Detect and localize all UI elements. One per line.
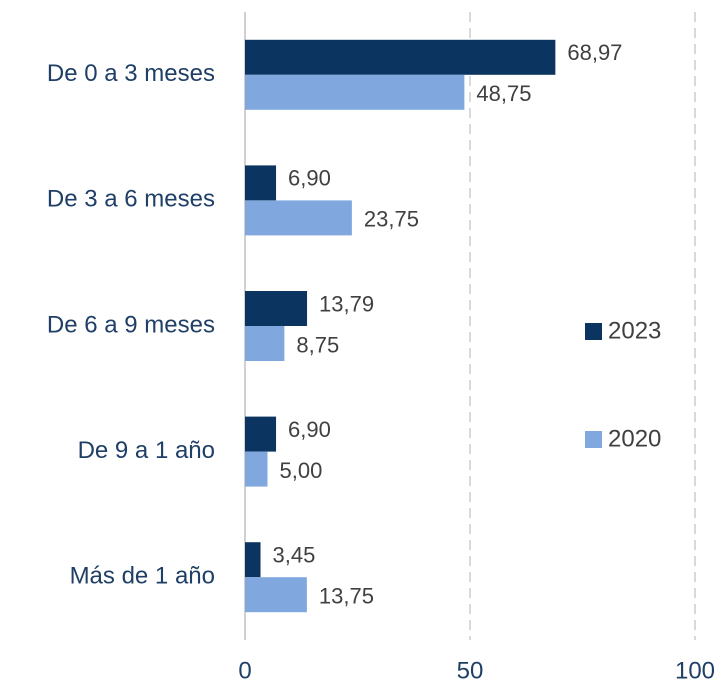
x-tick-label: 100 <box>675 657 715 684</box>
bar <box>245 451 268 487</box>
value-label: 6,90 <box>288 417 331 442</box>
legend-swatch <box>585 323 602 340</box>
value-label: 3,45 <box>273 543 316 568</box>
bar <box>245 542 261 578</box>
x-tick-label: 0 <box>238 657 251 684</box>
legend-label: 2020 <box>608 425 661 452</box>
bar <box>245 291 308 326</box>
y-tick-label: De 3 a 6 meses <box>47 186 215 213</box>
value-label: 48,75 <box>476 81 531 106</box>
y-tick-label: De 0 a 3 meses <box>47 60 215 87</box>
value-label: 13,79 <box>319 291 374 316</box>
bar <box>245 577 307 613</box>
value-label: 13,75 <box>319 584 374 609</box>
bar <box>245 326 285 361</box>
bar <box>245 74 465 110</box>
x-tick-label: 50 <box>457 657 484 684</box>
bar <box>245 39 556 75</box>
bar <box>245 165 277 201</box>
y-tick-label: De 6 a 9 meses <box>47 311 215 338</box>
value-label: 23,75 <box>364 207 419 232</box>
value-label: 6,90 <box>288 166 331 191</box>
y-tick-label: Más de 1 año <box>70 563 215 590</box>
value-label: 8,75 <box>296 332 339 357</box>
bar <box>245 416 277 452</box>
value-label: 68,97 <box>567 40 622 65</box>
value-label: 5,00 <box>280 458 323 483</box>
bar <box>245 200 352 236</box>
legend-swatch <box>585 431 602 448</box>
legend-label: 2023 <box>608 317 661 344</box>
y-tick-label: De 9 a 1 año <box>78 437 215 464</box>
